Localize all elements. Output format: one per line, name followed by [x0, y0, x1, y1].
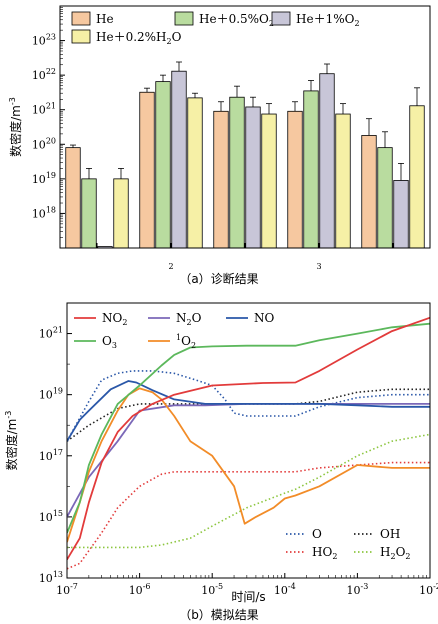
- svg-text:数密度/m-3: 数密度/m-3: [4, 411, 19, 471]
- bar: [65, 147, 81, 249]
- legend-label: He＋0.5%O2: [199, 12, 274, 28]
- y-tick-label-b: 1013: [39, 570, 63, 585]
- y-tick-label-b: 1015: [39, 509, 63, 524]
- y-tick-label-a: 1020: [32, 136, 56, 151]
- y-tick-label-a: 1018: [32, 205, 56, 220]
- bar: [155, 81, 171, 249]
- x-category-label: 2: [168, 262, 173, 271]
- legend-label: O: [312, 527, 322, 541]
- y-tick-label-b: 1021: [39, 326, 63, 341]
- series-lines: [67, 316, 430, 570]
- series-line-HO2: [67, 461, 430, 570]
- y-tick-label-b: 1017: [39, 448, 63, 463]
- legend-label: O3: [102, 334, 117, 350]
- x-tick-label-b: 10-6: [129, 582, 151, 597]
- x-tick-label-b: 10-7: [56, 582, 78, 597]
- legend-label: NO2: [102, 311, 127, 327]
- bar: [303, 90, 319, 249]
- bar-chart-a: 1018 1019 1020 1021 1022 1023 2 3 He He＋0.5%O2 He＋…: [8, 5, 431, 286]
- plot-frame-a: [59, 5, 431, 249]
- caption-a: （a）诊断结果: [179, 271, 258, 286]
- legend-swatch: [271, 11, 291, 26]
- bar: [319, 73, 335, 249]
- x-axis-title-b: 时间/s: [231, 590, 265, 604]
- bar: [81, 178, 97, 249]
- series-line-NO: [67, 380, 430, 442]
- series-line-H2O2: [67, 433, 430, 549]
- legend-label: He: [96, 12, 114, 26]
- y-tick-label-a: 1021: [32, 102, 56, 117]
- bar: [409, 105, 425, 249]
- x-tick-label-b: 10-5: [201, 582, 223, 597]
- legend-swatch: [71, 29, 91, 44]
- plot-frame-b: [66, 302, 431, 579]
- line-chart-b: 10-7 10-6 10-5 10-4 10-3 10-2 1013 1015 1017 1019…: [4, 302, 438, 622]
- series-line-N2O: [67, 403, 430, 518]
- series-line-NO2: [67, 316, 430, 561]
- legend-label: N2O: [176, 311, 202, 327]
- y-tick-label-a: 1019: [32, 171, 56, 186]
- y-axis-title-b: 数密度/m-3: [4, 411, 19, 471]
- legend-swatch: [71, 11, 91, 26]
- legend-label: He＋1%O2: [296, 12, 360, 28]
- bar: [261, 113, 277, 249]
- bar: [287, 110, 303, 249]
- bar: [229, 96, 245, 249]
- bar: [335, 113, 351, 249]
- legend-label: 1O2: [176, 333, 196, 350]
- svg-text:数密度/m-3: 数密度/m-3: [8, 97, 23, 157]
- x-tick-label-b: 10-3: [347, 582, 369, 597]
- series-line-1O2: [67, 387, 430, 543]
- legend-label: HO2: [312, 545, 337, 561]
- x-tick-label-b: 10-2: [419, 582, 438, 597]
- x-category-label: 3: [316, 262, 321, 271]
- series-line-O3: [67, 322, 430, 534]
- bar: [139, 91, 155, 249]
- y-tick-label-a: 1023: [32, 33, 56, 48]
- series-line-O: [67, 370, 430, 442]
- bar: [361, 135, 377, 249]
- series-line-OH: [67, 388, 430, 442]
- bar: [113, 178, 129, 249]
- bar: [213, 110, 229, 249]
- caption-b: （b）模拟结果: [179, 608, 259, 622]
- bar: [245, 106, 261, 249]
- legend-label: He＋0.2%H2O: [96, 30, 182, 46]
- y-axis-title-a: 数密度/m-3: [8, 97, 23, 157]
- legend-label: NO: [254, 311, 275, 325]
- bar: [377, 147, 393, 249]
- bar: [171, 70, 187, 249]
- legend-label: OH: [380, 527, 400, 541]
- y-tick-label-a: 1022: [32, 67, 56, 82]
- bar: [187, 97, 203, 249]
- legend-label: H2O2: [380, 545, 411, 561]
- legend-swatch: [174, 11, 194, 26]
- y-tick-label-b: 1019: [39, 387, 63, 402]
- bar: [393, 180, 409, 249]
- x-tick-label-b: 10-4: [274, 582, 296, 597]
